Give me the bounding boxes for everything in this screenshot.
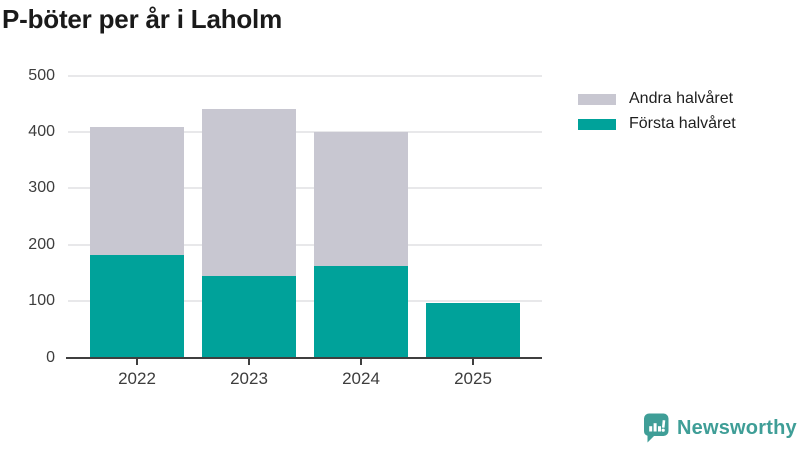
bar-segment-andra-halvaret xyxy=(314,132,408,267)
y-gridline xyxy=(68,74,542,77)
x-axis-tick xyxy=(248,359,250,365)
y-gridline xyxy=(68,300,542,303)
bar-segment-andra-halvaret xyxy=(90,126,184,256)
y-axis-tick-label: 100 xyxy=(28,292,55,310)
legend-label: Andra halvåret xyxy=(629,90,734,107)
chart-legend: Andra halvåret Första halvåret xyxy=(578,90,736,133)
x-axis-tick xyxy=(472,359,474,365)
x-axis-tick xyxy=(136,359,138,365)
y-gridline xyxy=(68,243,542,246)
newsworthy-logo: Newsworthy xyxy=(644,413,797,443)
legend-item: Första halvåret xyxy=(578,115,736,133)
y-axis-tick-label: 400 xyxy=(28,122,55,140)
chart-title: P-böter per år i Laholm xyxy=(2,4,283,34)
bar-segment-forsta-halvaret xyxy=(314,266,408,358)
x-axis-line xyxy=(66,356,542,359)
y-axis-tick-label: 500 xyxy=(28,66,55,84)
x-axis-tick-label: 2025 xyxy=(454,368,492,388)
y-axis-tick-label: 300 xyxy=(28,179,55,197)
bar-segment-andra-halvaret xyxy=(202,108,296,276)
newsworthy-speech-bubble-bar-chart-icon xyxy=(644,413,669,443)
newsworthy-logo-text: Newsworthy xyxy=(677,416,797,439)
bar-segment-forsta-halvaret xyxy=(90,255,184,358)
legend-swatch xyxy=(578,118,616,130)
legend-label: Första halvåret xyxy=(629,115,736,132)
bar-segment-forsta-halvaret xyxy=(202,275,296,358)
legend-item: Andra halvåret xyxy=(578,90,736,108)
legend-swatch xyxy=(578,93,616,105)
x-axis-tick-label: 2022 xyxy=(118,368,156,388)
y-gridline xyxy=(68,130,542,133)
x-axis-tick xyxy=(360,359,362,365)
y-gridline xyxy=(68,187,542,190)
x-axis-tick-label: 2023 xyxy=(230,368,268,388)
x-axis-tick-label: 2024 xyxy=(342,368,380,388)
y-axis-tick-label: 0 xyxy=(46,348,55,366)
bar-segment-forsta-halvaret xyxy=(426,302,520,358)
y-axis-tick-label: 200 xyxy=(28,235,55,253)
